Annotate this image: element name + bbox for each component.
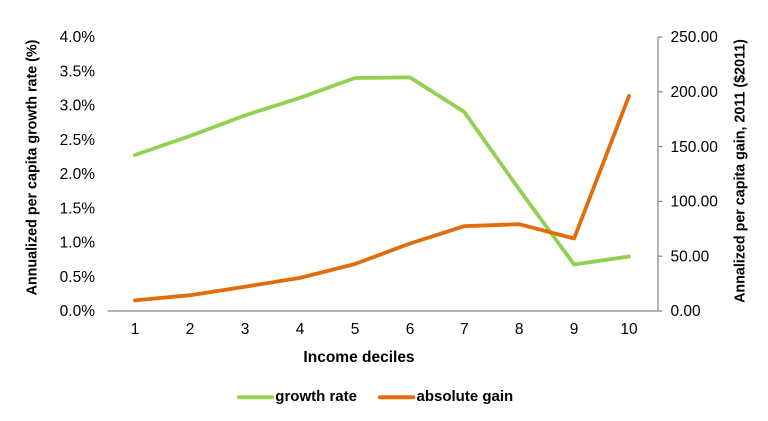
svg-text:8: 8 xyxy=(515,321,524,338)
svg-text:4.0%: 4.0% xyxy=(60,29,96,46)
svg-text:6: 6 xyxy=(406,321,415,338)
svg-text:absolute gain: absolute gain xyxy=(417,388,514,405)
svg-text:250.00: 250.00 xyxy=(671,29,719,46)
svg-text:150.00: 150.00 xyxy=(671,139,719,156)
svg-text:9: 9 xyxy=(570,321,579,338)
svg-text:4: 4 xyxy=(296,321,305,338)
svg-text:3.5%: 3.5% xyxy=(60,64,96,81)
svg-text:1: 1 xyxy=(131,321,140,338)
svg-text:0.00: 0.00 xyxy=(671,303,702,320)
svg-text:2.5%: 2.5% xyxy=(60,132,96,149)
svg-text:Income deciles: Income deciles xyxy=(303,349,414,366)
svg-text:2: 2 xyxy=(186,321,195,338)
svg-text:Annalized per capita gain, 201: Annalized per capita gain, 2011 ($2011) xyxy=(733,39,749,303)
svg-text:10: 10 xyxy=(620,321,638,338)
svg-text:5: 5 xyxy=(351,321,360,338)
svg-text:7: 7 xyxy=(460,321,469,338)
svg-text:200.00: 200.00 xyxy=(671,84,719,101)
svg-text:0.0%: 0.0% xyxy=(60,303,96,320)
svg-text:50.00: 50.00 xyxy=(671,248,710,265)
svg-text:1.5%: 1.5% xyxy=(60,201,96,218)
svg-text:1.0%: 1.0% xyxy=(60,235,96,252)
svg-text:growth rate: growth rate xyxy=(275,388,357,405)
svg-text:Annualized per capita growth r: Annualized per capita growth rate (%) xyxy=(25,39,41,295)
svg-text:3: 3 xyxy=(241,321,250,338)
svg-text:100.00: 100.00 xyxy=(671,194,719,211)
svg-text:2.0%: 2.0% xyxy=(60,166,96,183)
svg-text:3.0%: 3.0% xyxy=(60,98,96,115)
svg-text:0.5%: 0.5% xyxy=(60,269,96,286)
